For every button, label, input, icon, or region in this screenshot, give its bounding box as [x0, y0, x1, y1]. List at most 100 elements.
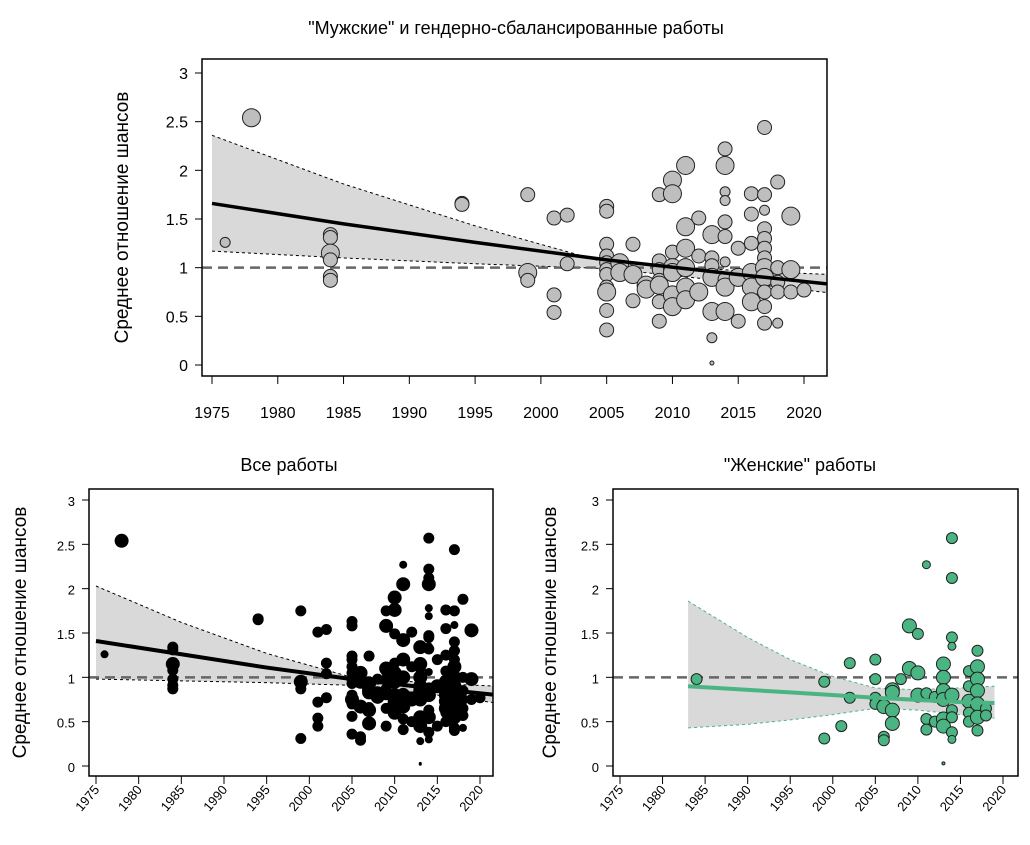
chart-title: Все работы	[240, 455, 337, 475]
y-tick-label: 1.5	[166, 212, 188, 229]
data-point	[362, 716, 377, 731]
x-tick-label: 1985	[681, 782, 711, 814]
data-point	[971, 724, 984, 737]
data-point	[416, 737, 425, 746]
data-point	[320, 623, 332, 635]
data-point	[464, 672, 479, 687]
x-tick-label: 1985	[158, 782, 188, 814]
x-tick-label: 1995	[243, 782, 273, 814]
data-point	[448, 544, 460, 556]
data-point	[520, 272, 536, 288]
data-point	[295, 733, 307, 745]
data-point	[413, 719, 428, 734]
data-point	[346, 620, 358, 632]
data-point	[599, 302, 615, 318]
x-tick-label: 2015	[720, 405, 756, 422]
x-tick-label: 2005	[589, 405, 625, 422]
data-point	[691, 248, 707, 264]
confidence-band	[212, 135, 827, 293]
data-point	[781, 260, 801, 280]
data-point	[910, 665, 926, 681]
data-point	[440, 649, 452, 661]
panel-male: 0 0.5 1 1.5 2 2.5 3 1975 1980 1985 1990 1995 2000 200…	[112, 18, 828, 422]
y-tick-label: 2.5	[57, 538, 75, 553]
data-point	[676, 155, 696, 175]
data-point	[757, 299, 773, 315]
y-tick-label: 0.5	[581, 716, 599, 731]
y-tick-label: 2	[592, 583, 599, 598]
data-point	[772, 317, 784, 329]
data-point	[423, 532, 435, 544]
data-point	[691, 210, 707, 226]
panel-female: 0 0.5 1 1.5 2 2.5 3 1975 1980 1985 1990 1995 2000 200…	[540, 455, 1019, 814]
data-point	[818, 675, 831, 688]
chart-title: "Женские" работы	[724, 455, 876, 475]
data-point	[100, 650, 109, 659]
data-point	[730, 240, 746, 256]
data-point	[884, 702, 900, 718]
data-point	[935, 656, 951, 672]
data-point	[719, 195, 731, 207]
data-point	[770, 174, 786, 190]
data-point	[431, 720, 443, 732]
data-point	[346, 710, 358, 722]
data-point	[717, 141, 733, 157]
data-point	[796, 282, 812, 298]
x-tick-label: 1990	[200, 782, 230, 814]
data-point	[623, 264, 643, 284]
regression-line	[95, 639, 493, 697]
x-tick-label: 1975	[72, 782, 102, 814]
data-point	[465, 694, 477, 705]
data-point	[312, 696, 324, 708]
data-point	[546, 210, 562, 226]
data-point	[379, 618, 394, 633]
data-point	[355, 734, 367, 746]
data-point	[424, 735, 433, 744]
x-tick-label: 2005	[328, 782, 358, 814]
x-tick-label: 2010	[894, 782, 924, 814]
y-tick-label: 0.5	[57, 716, 75, 731]
data-point	[447, 672, 462, 687]
y-tick-label: 1.5	[581, 627, 599, 642]
y-tick-label: 2.5	[581, 538, 599, 553]
data-point	[295, 676, 307, 688]
data-point	[387, 590, 402, 605]
x-tick-label: 2020	[979, 782, 1009, 814]
x-tick-label: 2005	[852, 782, 882, 814]
y-tick-label: 2	[68, 583, 75, 598]
x-tick-label: 2010	[371, 782, 401, 814]
data-point	[715, 155, 735, 175]
data-point	[380, 720, 392, 732]
data-point	[241, 108, 261, 128]
y-tick-label: 0	[592, 760, 599, 775]
data-point	[941, 761, 946, 766]
data-point	[709, 360, 715, 366]
data-point	[295, 605, 307, 617]
data-point	[662, 184, 682, 204]
data-point	[457, 709, 469, 721]
chart-title: "Мужские" и гендерно-сбалансированные ра…	[308, 18, 724, 38]
x-tick-label: 1975	[596, 782, 626, 814]
data-point	[413, 670, 428, 685]
x-tick-label: 2020	[786, 405, 822, 422]
data-point	[424, 668, 433, 677]
x-tick-label: 2010	[655, 405, 691, 422]
data-point	[397, 713, 409, 725]
y-tick-label: 3	[179, 66, 188, 83]
y-tick-label: 0	[68, 760, 75, 775]
data-point	[448, 725, 460, 737]
ci-upper-line	[211, 134, 827, 275]
data-point	[921, 560, 931, 570]
data-point	[715, 301, 735, 321]
x-tick-label: 1995	[457, 405, 493, 422]
data-point	[835, 720, 848, 733]
data-point	[971, 644, 984, 657]
data-point	[717, 229, 733, 245]
y-axis-label: Среднее отношение шансов	[10, 507, 31, 759]
x-tick-label: 2000	[286, 782, 316, 814]
x-tick-label: 1990	[392, 405, 428, 422]
data-point	[597, 282, 617, 302]
data-point	[312, 712, 324, 724]
y-tick-label: 1.5	[57, 627, 75, 642]
data-point	[252, 614, 264, 626]
